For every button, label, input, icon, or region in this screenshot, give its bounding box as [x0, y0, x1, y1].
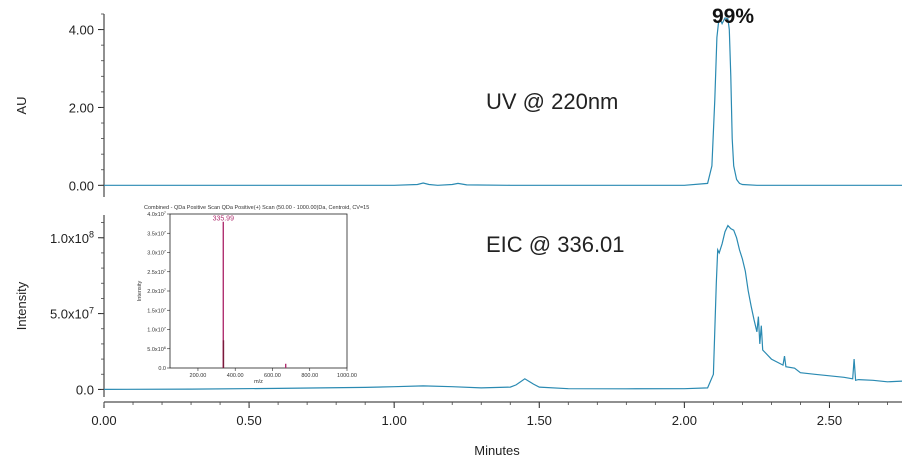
- inset-mass-spectrum: Combined - QDa Positive Scan QDa Positiv…: [137, 205, 369, 385]
- inset-peak-label: 335.99: [213, 216, 235, 223]
- x-tick-label: 0.00: [91, 413, 116, 428]
- top-trace-line: [104, 17, 902, 186]
- inset-x-tick-label: 600.00: [264, 373, 281, 379]
- inset-frame: [169, 213, 348, 369]
- inset-y-tick-label: 1.5x107: [147, 306, 167, 314]
- top-y-tick-label: 2.00: [69, 100, 94, 115]
- bottom-trace-line: [103, 224, 903, 390]
- inset-title: Combined - QDa Positive Scan QDa Positiv…: [144, 205, 369, 211]
- inset-y-tick-label: 4.0x107: [147, 210, 167, 218]
- x-tick-label: 0.50: [236, 413, 261, 428]
- inset-y-tick-label: 2.5x107: [147, 268, 167, 276]
- top-y-tick-label: 4.00: [69, 23, 94, 38]
- inset-x-tick-label: 1000.00: [337, 373, 357, 379]
- top-y-tick-label: 0.00: [69, 178, 94, 193]
- bottom-annotation: EIC @ 336.01: [486, 232, 625, 257]
- x-tick-label: 1.50: [527, 413, 552, 428]
- inset-y-tick-label: 2.0x107: [147, 287, 167, 295]
- x-tick-label: 1.00: [382, 413, 407, 428]
- inset-y-tick-label: 1.0x107: [147, 326, 167, 334]
- inset-x-tick-label: 800.00: [301, 373, 318, 379]
- inset-y-tick-label: 0.0: [158, 366, 166, 372]
- top-y-axis-title: AU: [14, 96, 29, 114]
- bottom-y-tick-label: 1.0x108: [50, 230, 94, 246]
- inset-y-tick-label: 3.0x107: [147, 249, 167, 257]
- x-axis-title: Minutes: [474, 443, 520, 458]
- inset-x-tick-label: 400.00: [227, 373, 244, 379]
- inset-y-tick-label: 5.0x106: [147, 345, 167, 353]
- x-tick-label: 2.00: [672, 413, 697, 428]
- bottom-y-tick-label: 5.0x107: [50, 305, 94, 321]
- bottom-y-axis-title: Intensity: [14, 281, 29, 330]
- inset-x-tick-label: 200.00: [190, 373, 207, 379]
- peak-annotation: 99%: [712, 5, 754, 28]
- inset-y-axis-title: Intensity: [137, 281, 143, 302]
- top-annotation: UV @ 220nm: [486, 89, 618, 114]
- inset-y-tick-label: 3.5x107: [147, 229, 167, 237]
- x-tick-label: 2.50: [817, 413, 842, 428]
- inset-x-axis-title: m/z: [254, 379, 263, 385]
- bottom-y-tick-label: 0.0: [76, 382, 94, 397]
